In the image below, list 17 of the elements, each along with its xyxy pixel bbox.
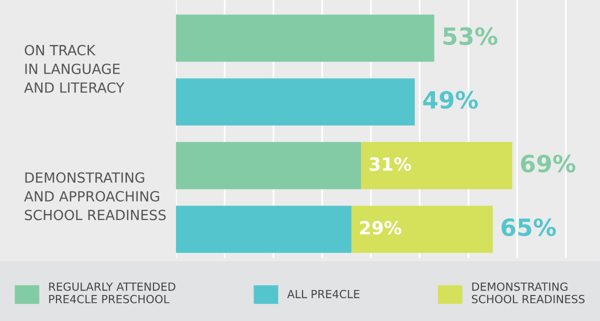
- total-label: 69%: [521, 154, 576, 172]
- y-tick-label: ON TRACK IN LANGUAGE AND LITERACY: [24, 44, 124, 93]
- legend-label: REGULARLY ATTENDED PRE4CLE PRESCHOOL: [49, 282, 176, 304]
- y-tick-label: DEMONSTRATING AND APPROACHING SCHOOL READINESS: [24, 172, 166, 220]
- data-label: 31%: [370, 157, 412, 171]
- total-label: 49%: [423, 90, 478, 109]
- bar: [351, 206, 493, 253]
- bar: [176, 206, 352, 253]
- legend-label: DEMONSTRATING SCHOOL READINESS: [472, 282, 585, 304]
- bar: [361, 142, 512, 190]
- bar: [176, 142, 362, 190]
- bar: [176, 78, 415, 126]
- total-label: 65%: [502, 218, 556, 236]
- data-label: 29%: [360, 220, 402, 235]
- legend-label: ALL PRE4CLE: [287, 290, 360, 298]
- total-label: 53%: [443, 27, 498, 46]
- bar: [176, 14, 434, 62]
